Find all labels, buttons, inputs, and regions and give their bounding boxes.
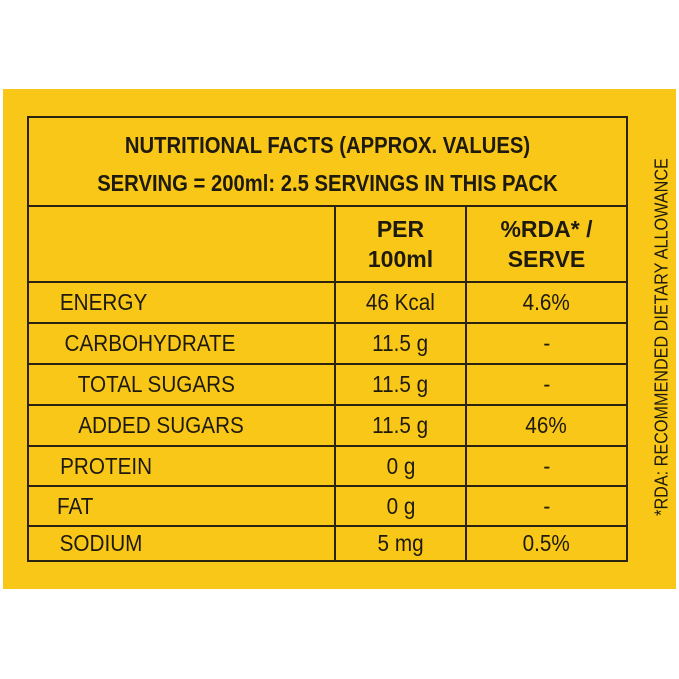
rda-header-line2: SERVE [507, 246, 586, 272]
per-100ml-value: 11.5 g [334, 365, 465, 404]
table-row: PROTEIN 0 g - [29, 447, 626, 487]
nutrient-name: PROTEIN [60, 452, 153, 479]
table-row: TOTAL SUGARS 11.5 g - [29, 365, 626, 406]
rda-value: - [465, 447, 626, 485]
per-100ml-value: 11.5 g [334, 406, 465, 445]
per-100ml-value: 0 g [334, 487, 465, 525]
per-100ml-value: 0 g [334, 447, 465, 485]
rda-value: 4.6% [465, 283, 626, 322]
nutrient-name: ADDED SUGARS [78, 412, 244, 438]
nutrient-name: SODIUM [59, 530, 143, 556]
nutrient-name: TOTAL SUGARS [77, 371, 235, 397]
table-title-block: NUTRITIONAL FACTS (APPROX. VALUES) SERVI… [29, 118, 626, 207]
rda-value: - [465, 365, 626, 404]
per-100ml-value: 46 Kcal [334, 283, 465, 322]
rda-value: 0.5% [465, 527, 626, 560]
nutrient-name: CARBOHYDRATE [64, 330, 236, 356]
table-row: ADDED SUGARS 11.5 g 46% [29, 406, 626, 447]
nutrient-column-header [29, 207, 334, 281]
table-row: FAT 0 g - [29, 487, 626, 527]
per-100ml-value: 11.5 g [334, 324, 465, 363]
rda-column-header: %RDA* / SERVE [465, 207, 626, 281]
serving-info: SERVING = 200ml: 2.5 SERVINGS IN THIS PA… [97, 170, 558, 196]
rda-value: 46% [465, 406, 626, 445]
per-100ml-header-line1: PER [376, 216, 425, 242]
header-row: PER 100ml %RDA* / SERVE [29, 207, 626, 283]
rda-value: - [465, 324, 626, 363]
rda-footnote: *RDA: RECOMMENDED DIETARY ALLOWANCE [651, 158, 672, 516]
per-100ml-header-line2: 100ml [367, 246, 434, 272]
table-row: SODIUM 5 mg 0.5% [29, 527, 626, 560]
rda-value: - [465, 487, 626, 525]
nutrition-label-panel: NUTRITIONAL FACTS (APPROX. VALUES) SERVI… [3, 89, 676, 589]
nutrient-name: ENERGY [59, 289, 148, 315]
nutrition-facts-table: NUTRITIONAL FACTS (APPROX. VALUES) SERVI… [27, 116, 628, 562]
per-100ml-value: 5 mg [334, 527, 465, 560]
per-100ml-column-header: PER 100ml [334, 207, 465, 281]
rda-header-line1: %RDA* / [500, 216, 593, 242]
table-row: CARBOHYDRATE 11.5 g - [29, 324, 626, 365]
table-title: NUTRITIONAL FACTS (APPROX. VALUES) [124, 132, 531, 158]
nutrient-name: FAT [57, 492, 94, 519]
table-row: ENERGY 46 Kcal 4.6% [29, 283, 626, 324]
